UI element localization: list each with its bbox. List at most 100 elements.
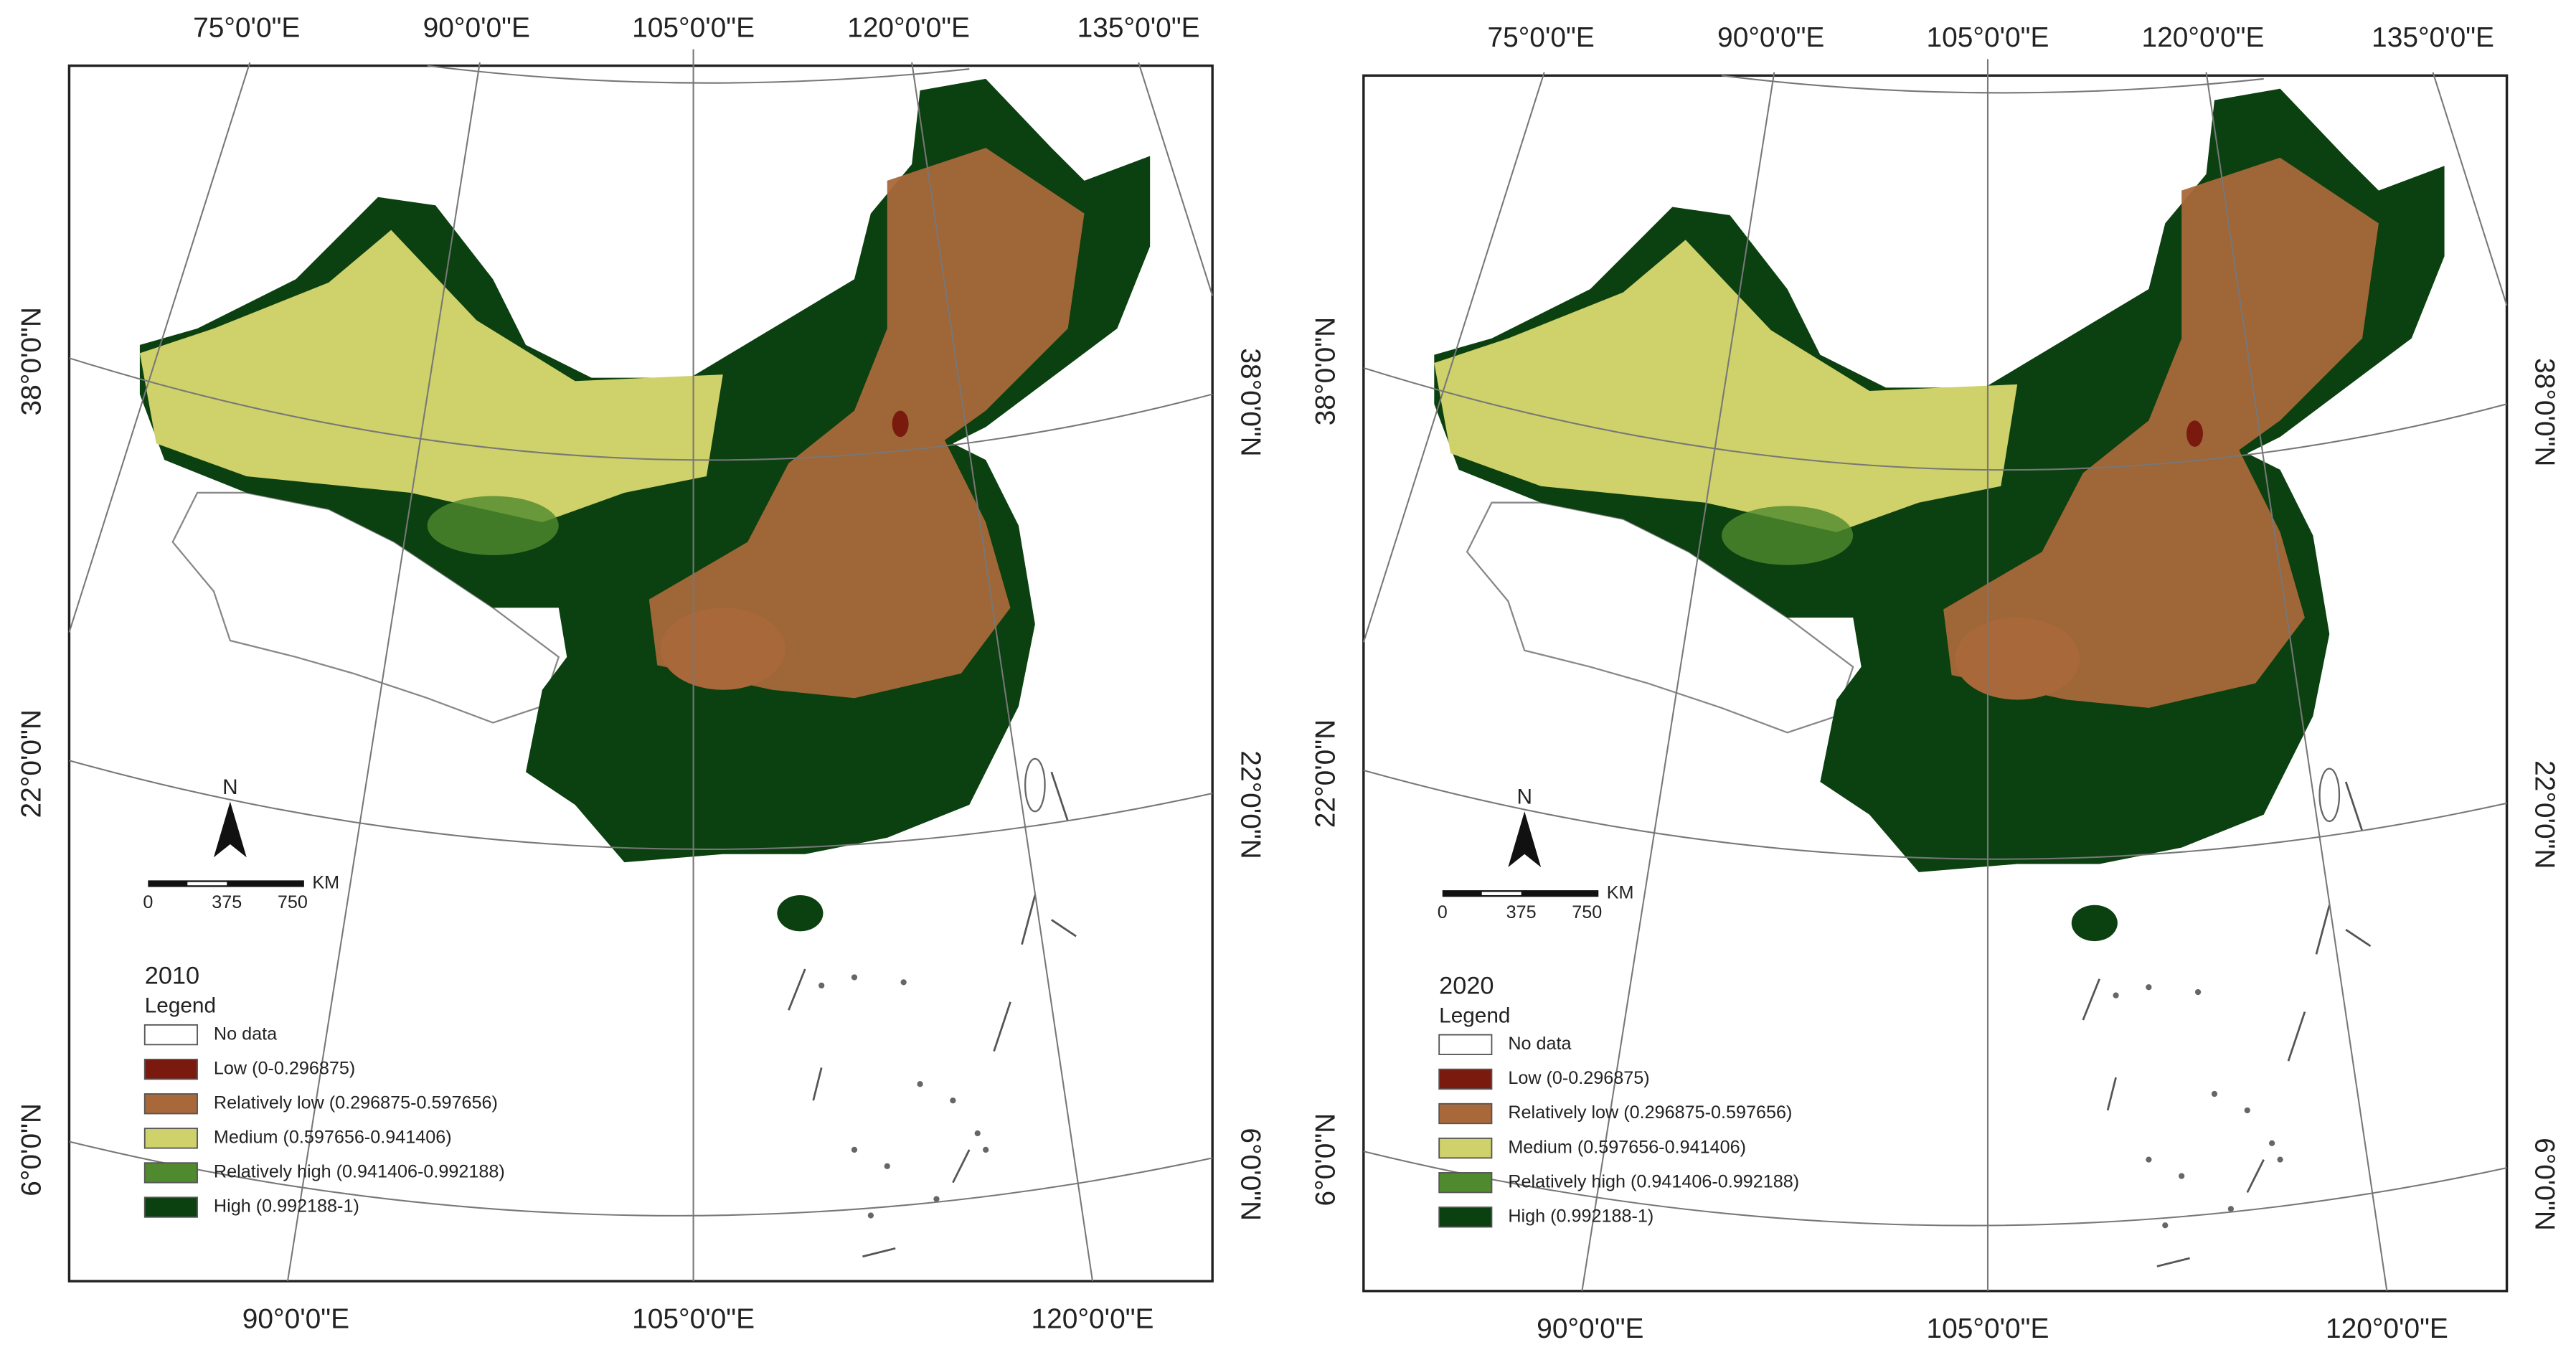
scale-label: 0 [143, 892, 153, 912]
legend-year: 2020 [1439, 972, 1494, 999]
island [2146, 984, 2152, 991]
graticule-line [69, 760, 1213, 851]
legend-swatch [143, 1128, 198, 1149]
legend-label: Low (0-0.296875) [1508, 1068, 1649, 1088]
right-latitude-label: 38°0'0"N [1235, 348, 1265, 456]
graticule-line [1138, 62, 1214, 296]
china-medium [139, 230, 723, 523]
legend-label: Relatively high (0.941406-0.992188) [1508, 1171, 1799, 1191]
dash-line-boundary [862, 1247, 896, 1258]
graticule-line [1363, 769, 2507, 860]
right-latitude-label: 38°0'0"N [2529, 358, 2560, 466]
island [2269, 1140, 2275, 1146]
dash-line-boundary [1021, 894, 1037, 945]
scale-label: 375 [1506, 902, 1537, 922]
top-longitude-label: 75°0'0"E [193, 12, 300, 43]
right-latitude-label: 6°0'0"N [1235, 1128, 1265, 1221]
dash-line-boundary [788, 968, 806, 1011]
left-latitude-label: 6°0'0"N [1311, 1113, 1341, 1206]
graticule-line [2432, 72, 2508, 306]
island [884, 1163, 890, 1169]
island [900, 979, 907, 986]
legend-label: Medium (0.597656-0.941406) [1508, 1137, 1746, 1157]
scale-bar-segment [1481, 892, 1521, 895]
taiwan [1024, 757, 1046, 813]
island [818, 982, 825, 989]
legend-year: 2010 [145, 963, 199, 990]
top-longitude-label: 135°0'0"E [1077, 12, 1200, 43]
island [983, 1146, 989, 1153]
right-latitude-label: 22°0'0"N [2529, 760, 2560, 869]
china-relatively-low [1943, 157, 2379, 708]
island [851, 1146, 858, 1153]
dash-line-boundary [2315, 905, 2331, 955]
island [2194, 988, 2202, 996]
bottom-longitude-label: 90°0'0"E [242, 1303, 349, 1334]
island [2113, 992, 2119, 998]
top-longitude-label: 120°0'0"E [2141, 22, 2264, 53]
china-medium [1434, 240, 2018, 532]
legend-label: Relatively low (0.296875-0.597656) [214, 1092, 498, 1113]
relatively-high-patch [427, 496, 559, 555]
legend-label: High (0.992188-1) [1508, 1206, 1653, 1226]
scale-label: 750 [1572, 902, 1602, 922]
island [950, 1097, 956, 1104]
map-panel: 75°0'0"E 90°0'0"E 105°0'0"E 120°0'0"E 135°0'… [1311, 22, 2560, 1344]
island [2244, 1107, 2250, 1114]
north-label: N [222, 775, 238, 799]
legend-swatch [143, 1024, 198, 1046]
legend-label: Medium (0.597656-0.941406) [214, 1128, 452, 1148]
island [933, 1196, 940, 1202]
island [2162, 1222, 2169, 1229]
legend-label: No data [1508, 1034, 1571, 1054]
top-longitude-label: 135°0'0"E [2372, 22, 2494, 53]
dash-line-boundary [2082, 978, 2100, 1021]
dash-line-boundary [812, 1067, 823, 1101]
dash-line-boundary [993, 1001, 1011, 1052]
graticule-line [1721, 75, 2264, 94]
north-arrow [1508, 811, 1542, 868]
dash-line-boundary [1050, 771, 1069, 822]
dash-line-boundary [2156, 1257, 2190, 1267]
bottom-longitude-label: 105°0'0"E [632, 1303, 755, 1334]
top-longitude-label: 90°0'0"E [1717, 22, 1824, 53]
left-latitude-label: 38°0'0"N [16, 307, 47, 415]
hainan [777, 894, 824, 932]
north-arrow [213, 801, 247, 858]
right-latitude-label: 6°0'0"N [2529, 1138, 2560, 1231]
scale-label: 0 [1438, 902, 1448, 922]
dash-line-boundary [2246, 1159, 2265, 1194]
china-outline-nodata [171, 491, 560, 724]
dash-line-boundary [952, 1149, 971, 1184]
scale-label: 750 [278, 892, 308, 912]
low-patch [892, 410, 909, 438]
bottom-longitude-label: 120°0'0"E [1032, 1303, 1154, 1334]
island [917, 1081, 923, 1087]
top-longitude-label: 105°0'0"E [632, 12, 755, 43]
island [974, 1130, 981, 1137]
scale-label: 375 [212, 892, 242, 912]
graticule-line [911, 62, 1094, 1282]
graticule-line [2205, 72, 2388, 1291]
island [2179, 1173, 2185, 1179]
graticule-line [1362, 72, 1545, 643]
bottom-longitude-label: 90°0'0"E [1537, 1313, 1643, 1344]
legend-swatch [1438, 1102, 1493, 1125]
legend-label: Relatively high (0.941406-0.992188) [214, 1162, 505, 1182]
map-panel: 75°0'0"E 90°0'0"E 105°0'0"E 120°0'0"E 135°0'… [16, 12, 1265, 1334]
legend-title: Legend [1439, 1004, 1510, 1027]
china-relatively-low [648, 148, 1085, 699]
legend-swatch [143, 1162, 198, 1184]
graticule-line [69, 1141, 1213, 1217]
left-latitude-label: 22°0'0"N [16, 709, 47, 818]
graticule-line [286, 62, 481, 1282]
island [2146, 1156, 2152, 1163]
legend-label: Relatively low (0.296875-0.597656) [1508, 1102, 1792, 1123]
legend-swatch [143, 1196, 198, 1218]
top-longitude-label: 120°0'0"E [847, 12, 970, 43]
right-latitude-label: 22°0'0"N [1235, 750, 1265, 859]
top-longitude-label: 75°0'0"E [1487, 22, 1594, 53]
island [851, 974, 858, 981]
